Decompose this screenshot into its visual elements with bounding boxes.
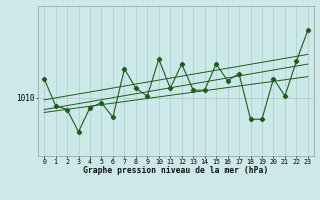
X-axis label: Graphe pression niveau de la mer (hPa): Graphe pression niveau de la mer (hPa) xyxy=(84,166,268,175)
